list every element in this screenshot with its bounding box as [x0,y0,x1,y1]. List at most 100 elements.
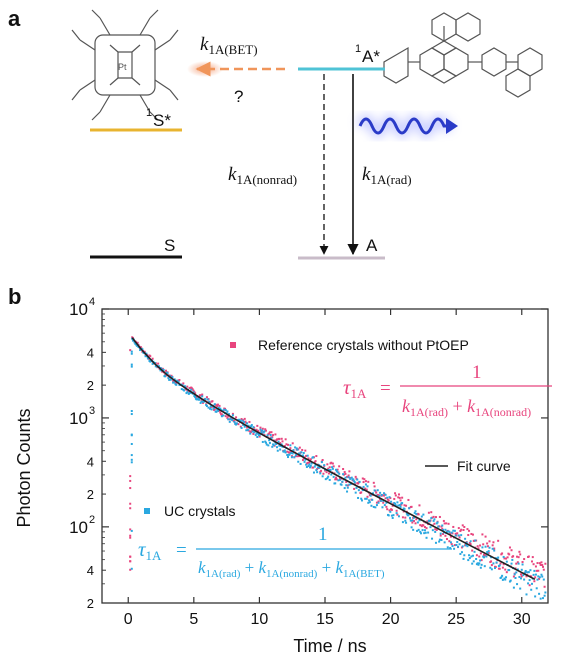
uc-data-point [305,465,308,468]
uc-data-point [224,409,227,412]
uc-data-point [461,545,464,548]
reference-data-point [306,461,309,464]
reference-data-point [143,350,146,353]
uc-data-point [347,476,350,479]
uc-data-point [309,464,312,467]
uc-data-point [397,515,400,518]
uc-data-point [235,422,238,425]
reference-data-point [504,568,507,571]
uc-data-point [316,471,319,474]
reference-data-point [289,447,292,450]
uc-data-point [527,571,530,574]
svg-text:1: 1 [472,362,482,383]
reference-data-point [444,534,447,537]
uc-data-point [524,569,527,572]
uc-data-point [291,452,294,455]
uc-data-point [130,567,133,570]
uc-data-point [227,418,230,421]
uc-data-point [130,433,133,436]
uc-data-point [368,501,371,504]
reference-data-point [259,426,262,429]
reference-data-point [286,450,289,453]
uc-data-point [390,514,393,517]
uc-data-point [223,408,226,411]
uc-data-point [279,448,282,451]
uc-data-point [540,573,543,576]
uc-data-point [389,510,392,513]
uc-data-point [246,422,249,425]
uc-data-point [229,418,232,421]
uc-data-point [250,424,253,427]
reference-data-point [456,532,459,535]
uc-data-point [522,574,525,577]
uc-data-point [308,463,311,466]
uc-data-point [304,458,307,461]
reference-data-point [394,492,397,495]
reference-data-point [461,524,464,527]
reference-data-point [161,367,164,370]
reference-data-point [486,545,489,548]
reference-data-point [438,515,441,518]
reference-data-point [523,558,526,561]
uc-data-point [303,460,306,463]
uc-data-point [504,578,507,581]
reference-data-point [540,561,543,564]
reference-data-point [541,564,544,567]
uc-data-point [373,489,376,492]
reference-data-point [426,520,429,523]
uc-data-point [302,451,305,454]
reference-data-point [290,450,293,453]
svg-text:k1A(rad) + k1A(nonrad) + k1A(B: k1A(rad) + k1A(nonrad) + k1A(BET) [198,558,385,580]
uc-data-point [306,454,309,457]
uc-data-point [371,498,374,501]
uc-data-point [312,471,315,474]
uc-data-point [167,377,170,380]
uc-data-point [331,466,334,469]
uc-data-point [288,453,291,456]
uc-data-point [336,471,339,474]
uc-data-point [307,465,310,468]
reference-data-point [528,584,531,587]
uc-data-point [375,504,378,507]
uc-data-point [197,397,200,400]
reference-data-point [470,532,473,535]
reference-data-point [364,480,367,483]
uc-data-point [497,556,500,559]
reference-data-point [346,475,349,478]
reference-data-point [505,571,508,574]
uc-data-point [508,569,511,572]
reference-data-point [205,396,208,399]
reference-data-point [471,533,474,536]
uc-data-point [130,365,133,368]
reference-data-point [430,511,433,514]
reference-data-point [542,565,545,568]
reference-data-point [449,535,452,538]
reference-data-point [493,547,496,550]
uc-data-point [502,555,505,558]
reference-data-point [442,519,445,522]
uc-data-point [453,529,456,532]
y-minor-tick-label: 2 [87,378,94,393]
uc-data-point [243,425,246,428]
x-tick-label: 30 [513,611,531,628]
reference-data-point [411,521,414,524]
reference-data-point [476,545,479,548]
reference-data-point [502,563,505,566]
uc-data-point [216,409,219,412]
uc-data-point [370,504,373,507]
reference-data-point [445,538,448,541]
rad-rate-label: k1A(rad) [362,164,412,187]
reference-data-point [479,552,482,555]
uc-data-point [450,531,453,534]
uc-data-point [310,462,313,465]
uc-data-point [444,528,447,531]
uc-data-point [417,528,420,531]
reference-data-point [403,504,406,507]
uc-data-point [377,501,380,504]
uc-data-point [162,368,165,371]
uc-data-point [160,367,163,370]
uc-data-point [471,562,474,565]
uc-data-point [397,504,400,507]
reference-data-point [498,567,501,570]
uc-data-point [360,497,363,500]
